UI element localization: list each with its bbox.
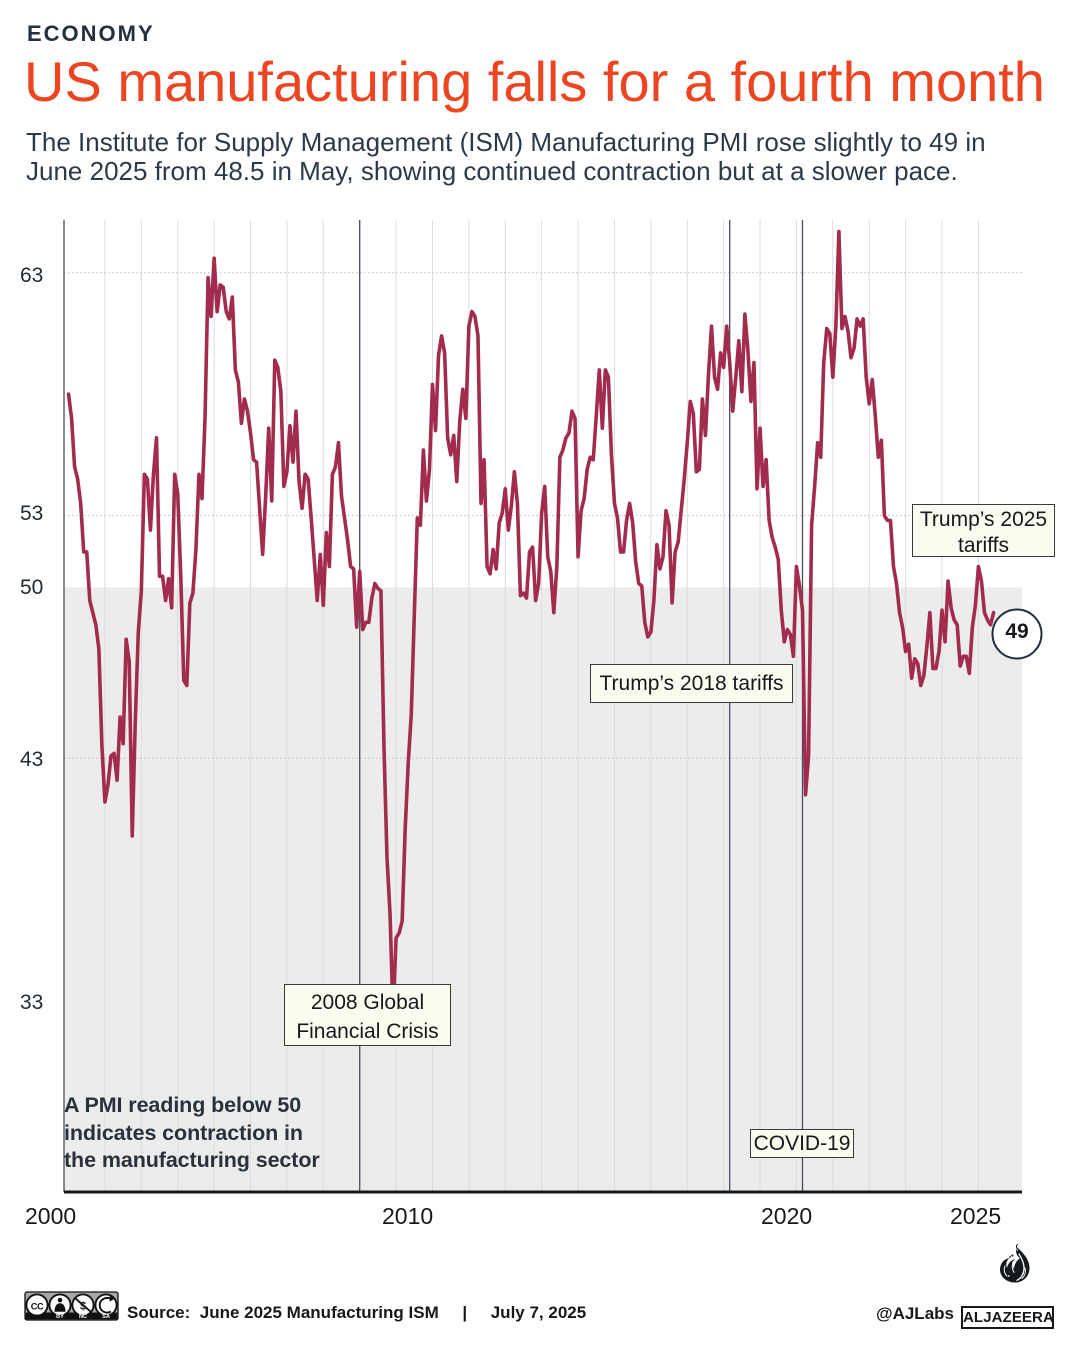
svg-text:BY: BY: [56, 1314, 64, 1320]
svg-text:NC: NC: [79, 1314, 87, 1320]
svg-text:SA: SA: [102, 1314, 110, 1320]
svg-text:CC: CC: [31, 1301, 44, 1311]
